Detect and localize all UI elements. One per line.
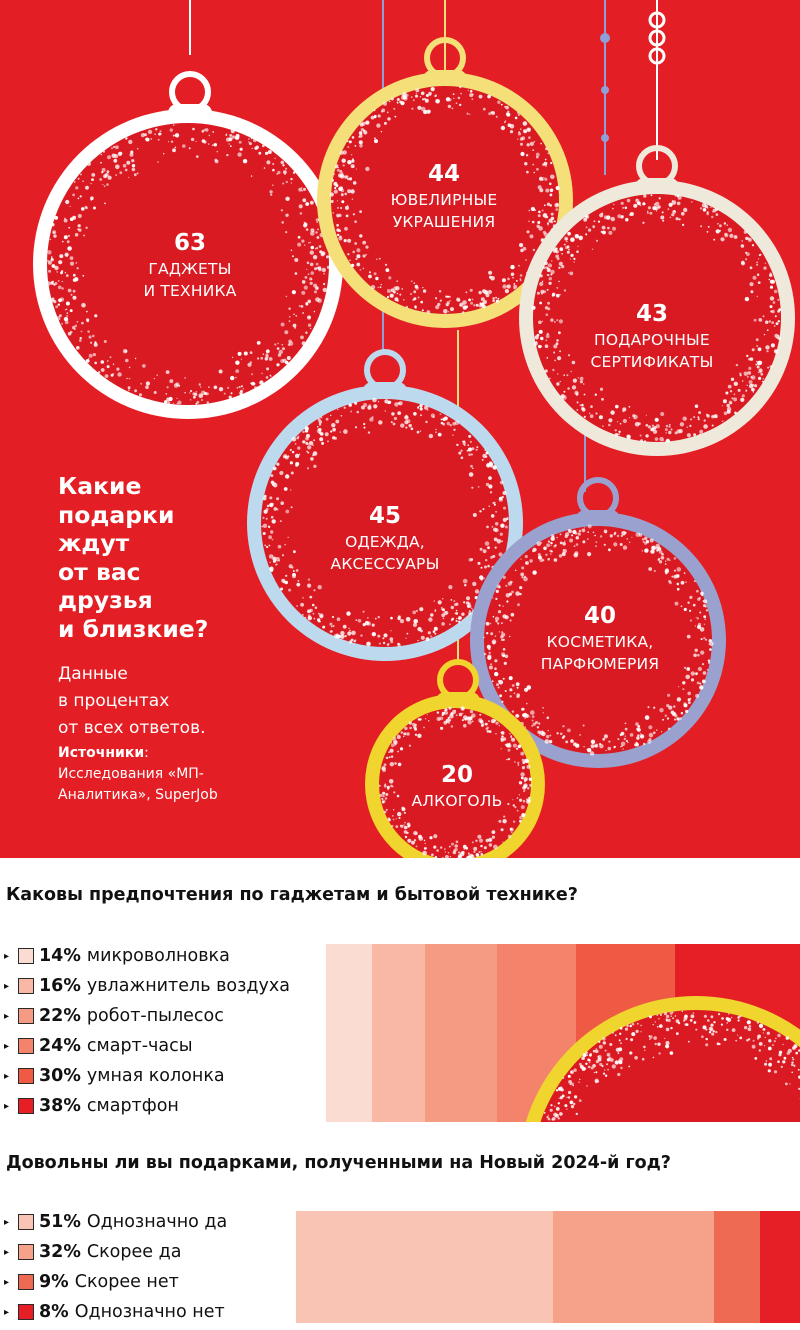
legend-percent: 32% xyxy=(39,1242,81,1262)
legend-item: ▸ 32% Скорее да xyxy=(4,1237,227,1267)
legend-label: Однозначно нет xyxy=(74,1302,225,1322)
legend-item: ▸ 51% Однозначно да xyxy=(4,1207,227,1237)
ball-value: 43 xyxy=(635,301,669,327)
legend-item: ▸ 24% смарт-часы xyxy=(4,1031,290,1061)
legend-label: увлажнитель воздуха xyxy=(86,976,290,996)
sources-label: Источники xyxy=(58,745,145,761)
ball-category: АЛКОГОЛЬ xyxy=(411,792,503,810)
legend-label: умная колонка xyxy=(86,1066,225,1086)
legend-swatch xyxy=(18,978,34,994)
legend-swatch xyxy=(18,1008,34,1024)
legend-item: ▸ 16% увлажнитель воздуха xyxy=(4,971,290,1001)
ornament-ball xyxy=(33,71,343,419)
legend-item: ▸ 30% умная колонка xyxy=(4,1061,290,1091)
bullet-arrow-icon: ▸ xyxy=(4,1010,10,1022)
legend-swatch xyxy=(18,1304,34,1320)
ball-label-certificates: 43 ПОДАРОЧНЫЕ СЕРТИФИКАТЫ xyxy=(591,299,714,373)
gadget-preferences-legend: ▸ 14% микроволновка ▸ 16% увлажнитель воздуха… xyxy=(4,941,290,1121)
legend-percent: 16% xyxy=(39,976,81,996)
ornament-decoration xyxy=(525,996,800,1122)
bar-segment xyxy=(372,944,425,1122)
bullet-arrow-icon: ▸ xyxy=(4,1070,10,1082)
ball-category: КОСМЕТИКА, ПАРФЮМЕРИЯ xyxy=(540,633,660,673)
legend-percent: 14% xyxy=(39,946,81,966)
bullet-arrow-icon: ▸ xyxy=(4,1040,10,1052)
ball-label-gadgets: 63 ГАДЖЕТЫ И ТЕХНИКА xyxy=(143,228,236,302)
legend-percent: 24% xyxy=(39,1036,81,1056)
legend-item: ▸ 8% Однозначно нет xyxy=(4,1297,227,1327)
legend-swatch xyxy=(18,1274,34,1290)
legend-swatch xyxy=(18,1214,34,1230)
bar-segment xyxy=(759,1211,800,1323)
legend-swatch xyxy=(18,1244,34,1260)
satisfaction-bar xyxy=(296,1211,800,1323)
bullet-arrow-icon: ▸ xyxy=(4,1306,10,1318)
legend-item: ▸ 22% робот-пылесос xyxy=(4,1001,290,1031)
data-note: Данные в процентах от всех ответов. xyxy=(58,664,206,738)
ball-value: 45 xyxy=(368,503,402,529)
ball-label-alcohol: 20 АЛКОГОЛЬ xyxy=(411,760,502,812)
ornament-ball xyxy=(247,349,523,661)
ornament-ball xyxy=(519,145,795,456)
infographic-intro: Какие подарки ждут от вас друзья и близк… xyxy=(58,472,258,806)
ornament-ball xyxy=(317,37,573,328)
gadget-preferences-title: Каковы предпочтения по гаджетам и бытово… xyxy=(6,885,578,905)
bullet-arrow-icon: ▸ xyxy=(4,950,10,962)
ball-category: ОДЕЖДА, АКСЕССУАРЫ xyxy=(330,533,440,573)
ball-label-jewelry: 44 ЮВЕЛИРНЫЕ УКРАШЕНИЯ xyxy=(391,159,498,233)
ball-category: ПОДАРОЧНЫЕ СЕРТИФИКАТЫ xyxy=(590,331,714,371)
ball-label-clothing: 45 ОДЕЖДА, АКСЕССУАРЫ xyxy=(331,501,440,575)
legend-label: Скорее да xyxy=(86,1242,182,1262)
legend-percent: 30% xyxy=(39,1066,81,1086)
bullet-arrow-icon: ▸ xyxy=(4,1100,10,1112)
bar-segment xyxy=(326,944,373,1122)
gadget-preferences-bar xyxy=(326,944,800,1122)
legend-swatch xyxy=(18,1098,34,1114)
legend-label: Скорее нет xyxy=(74,1272,179,1292)
legend-item: ▸ 38% смартфон xyxy=(4,1091,290,1121)
legend-percent: 22% xyxy=(39,1006,81,1026)
infographic-hero: 63 ГАДЖЕТЫ И ТЕХНИКА 44 ЮВЕЛИРНЫЕ УКРАШЕ… xyxy=(0,0,800,858)
bullet-arrow-icon: ▸ xyxy=(4,1276,10,1288)
legend-item: ▸ 9% Скорее нет xyxy=(4,1267,227,1297)
legend-swatch xyxy=(18,1038,34,1054)
legend-percent: 38% xyxy=(39,1096,81,1116)
legend-swatch xyxy=(18,948,34,964)
ball-value: 63 xyxy=(173,230,206,256)
legend-percent: 8% xyxy=(39,1302,69,1322)
ornament-ball xyxy=(365,659,545,858)
legend-label: микроволновка xyxy=(86,946,230,966)
sources-text: Исследования «МП- Аналитика», SuperJob xyxy=(58,766,218,803)
legend-item: ▸ 14% микроволновка xyxy=(4,941,290,971)
ornament-ball xyxy=(470,477,726,768)
ball-category: ГАДЖЕТЫ И ТЕХНИКА xyxy=(143,260,237,300)
ball-label-cosmetics: 40 КОСМЕТИКА, ПАРФЮМЕРИЯ xyxy=(541,601,660,675)
bar-segment xyxy=(296,1211,554,1323)
ball-value: 20 xyxy=(440,762,474,788)
ornaments-illustration xyxy=(33,0,795,858)
legend-percent: 51% xyxy=(39,1212,81,1232)
bullet-arrow-icon: ▸ xyxy=(4,980,10,992)
legend-label: Однозначно да xyxy=(86,1212,228,1232)
bullet-arrow-icon: ▸ xyxy=(4,1246,10,1258)
ball-value: 40 xyxy=(583,603,616,629)
legend-swatch xyxy=(18,1068,34,1084)
infographic-question: Какие подарки ждут от вас друзья и близк… xyxy=(58,472,209,643)
legend-percent: 9% xyxy=(39,1272,69,1292)
ball-value: 44 xyxy=(427,161,460,187)
satisfaction-title: Довольны ли вы подарками, полученными на… xyxy=(6,1153,671,1173)
bar-segment xyxy=(714,1211,760,1323)
bullet-arrow-icon: ▸ xyxy=(4,1216,10,1228)
legend-label: смартфон xyxy=(86,1096,179,1116)
ball-category: ЮВЕЛИРНЫЕ УКРАШЕНИЯ xyxy=(390,191,498,231)
satisfaction-legend: ▸ 51% Однозначно да ▸ 32% Скорее да ▸ 9% Скорее … xyxy=(4,1207,227,1327)
bar-segment xyxy=(424,944,498,1122)
legend-label: робот-пылесос xyxy=(86,1006,224,1026)
bar-segment xyxy=(553,1211,715,1323)
legend-label: смарт-часы xyxy=(86,1036,193,1056)
